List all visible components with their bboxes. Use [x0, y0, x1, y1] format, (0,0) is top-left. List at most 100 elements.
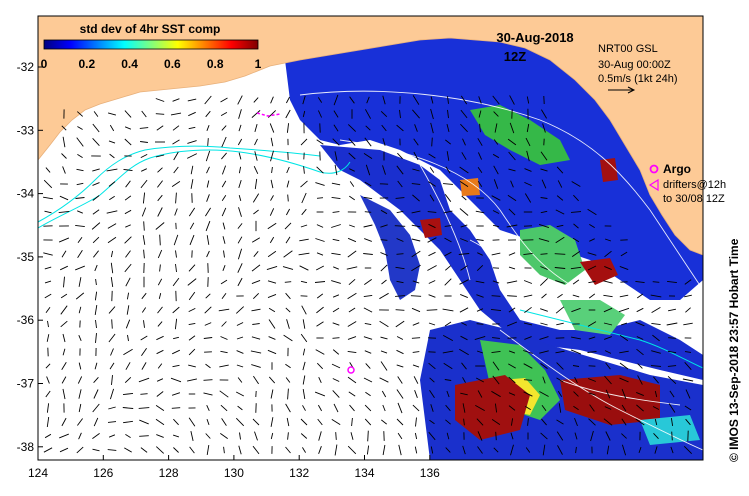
current-vector [428, 251, 436, 257]
current-vector [557, 180, 563, 188]
current-vector [619, 334, 629, 342]
current-vector [47, 320, 49, 328]
current-vector [654, 446, 658, 454]
current-vector [669, 390, 675, 398]
current-vector [221, 321, 227, 327]
current-vector [463, 418, 465, 426]
current-vector [347, 250, 357, 258]
current-vector [251, 237, 261, 243]
current-vector [287, 388, 289, 400]
current-vector [491, 419, 501, 425]
current-vector [540, 197, 548, 199]
current-vector [651, 307, 661, 313]
current-vector [45, 363, 51, 369]
current-vector [506, 321, 518, 327]
current-vector [94, 291, 98, 301]
current-vector [349, 96, 355, 104]
current-vector [507, 194, 517, 202]
current-vector [140, 153, 148, 159]
current-vector [365, 164, 371, 176]
current-vector [316, 139, 324, 145]
current-vector [477, 167, 483, 173]
current-vector [429, 377, 435, 383]
current-vector [444, 278, 452, 286]
current-vector [396, 389, 404, 399]
current-vector [508, 266, 516, 270]
current-vector [398, 444, 402, 456]
sst-patch-red4 [420, 218, 442, 238]
current-vector [605, 431, 611, 441]
current-vector [589, 404, 595, 412]
current-vector [347, 445, 357, 455]
current-vector [315, 182, 325, 186]
current-vector [267, 293, 277, 299]
current-vector [156, 349, 164, 355]
current-vector [557, 391, 563, 397]
current-vector [302, 405, 306, 411]
current-vector [556, 224, 564, 228]
current-vector [540, 322, 548, 326]
current-vector [300, 418, 308, 426]
current-vector [558, 403, 562, 413]
current-vector [412, 351, 420, 353]
lon-tick-label: 134 [354, 466, 374, 480]
sst-patch-mid [320, 145, 703, 380]
current-vector [446, 151, 450, 161]
current-vector [77, 210, 83, 214]
current-vector [445, 166, 451, 174]
current-vector [43, 447, 53, 453]
current-vector [270, 150, 274, 162]
current-vector [684, 351, 692, 353]
current-vector [494, 123, 498, 133]
current-vector [317, 97, 323, 103]
current-vector [318, 404, 322, 412]
current-vector [459, 348, 469, 356]
current-vector [269, 236, 275, 244]
current-vector [141, 348, 147, 356]
current-vector [254, 138, 258, 146]
current-vector [540, 266, 548, 270]
current-vector [331, 224, 341, 228]
current-vector [316, 224, 324, 228]
current-vector [204, 322, 212, 326]
current-vector [415, 417, 417, 427]
current-vector [63, 276, 65, 288]
imos-credit: © IMOS 13-Sep-2018 23:57 Hobart Time [727, 238, 741, 462]
current-vector [492, 280, 500, 284]
current-vector [286, 96, 290, 104]
current-vector [172, 434, 180, 438]
current-vector [431, 137, 433, 147]
current-vector [46, 376, 50, 384]
lon-tick-label: 126 [93, 466, 113, 480]
current-vector [410, 295, 422, 297]
current-vector [446, 390, 450, 398]
current-vector [235, 391, 245, 397]
current-vector [538, 223, 550, 229]
current-vector [541, 404, 547, 412]
current-vector [603, 418, 613, 426]
current-vector [188, 207, 196, 217]
current-vector [188, 335, 196, 341]
current-vector [92, 433, 100, 439]
current-vector [396, 349, 404, 355]
current-vector [187, 98, 197, 102]
current-vector [540, 210, 548, 214]
current-vector [412, 322, 420, 326]
drifters-legend-line2: to 30/08 12Z [663, 193, 725, 205]
current-vector [492, 361, 500, 371]
current-vector [493, 165, 499, 175]
current-vector [206, 166, 210, 174]
current-vector [604, 265, 612, 271]
current-vector [652, 334, 660, 342]
current-vector [125, 319, 131, 329]
current-vector [380, 361, 388, 371]
current-vector [237, 236, 243, 244]
current-vector [303, 166, 305, 174]
current-vector [189, 222, 195, 230]
current-vector [316, 293, 324, 299]
current-vector [300, 138, 308, 146]
current-vector [125, 277, 131, 287]
current-vector [60, 320, 68, 328]
current-vector [108, 406, 116, 410]
current-vector [412, 95, 420, 105]
